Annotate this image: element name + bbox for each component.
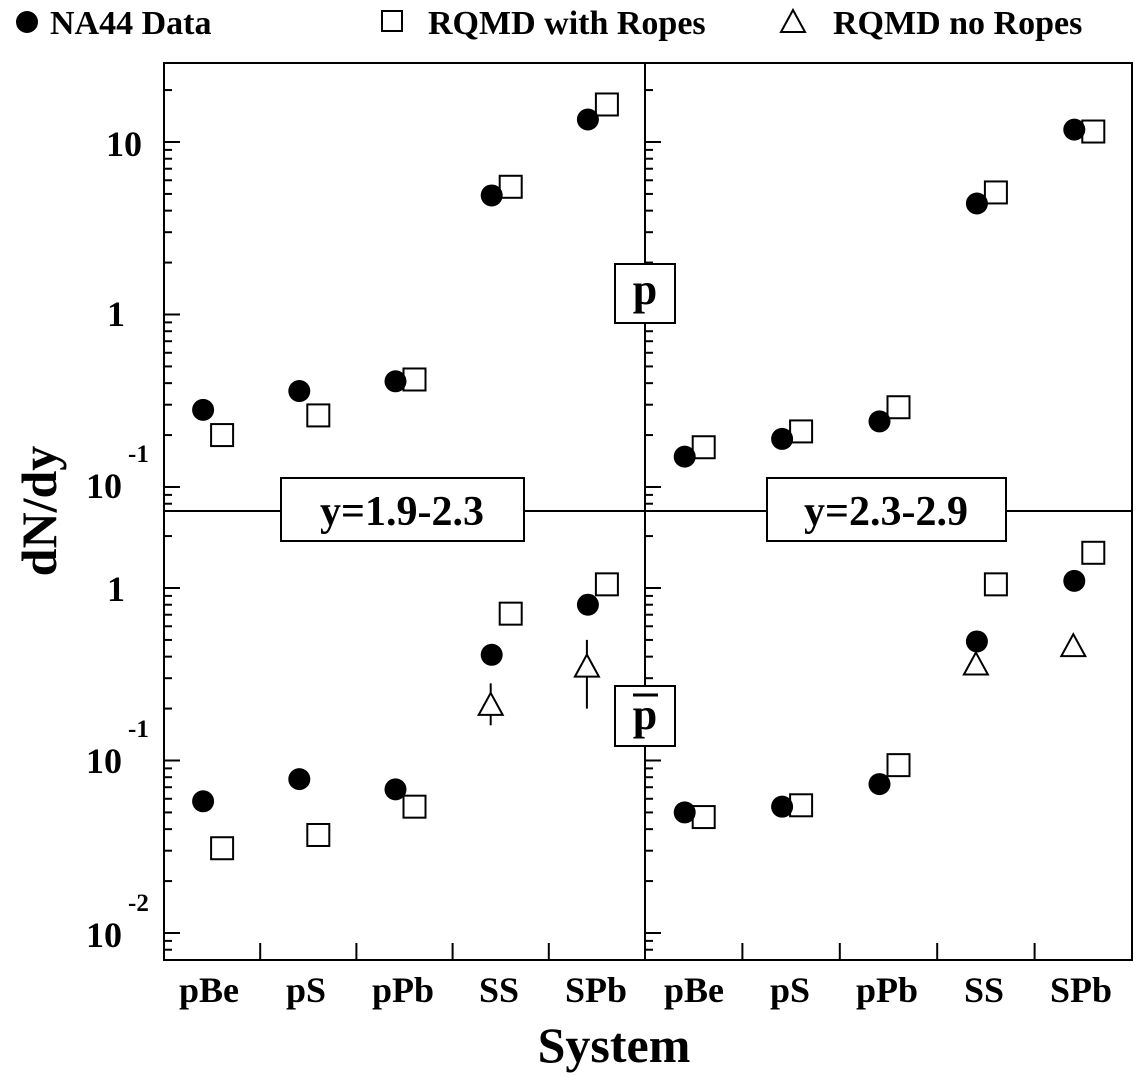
y-tick-exponent: -1 (128, 441, 149, 468)
rqmd-ropes-point (402, 794, 427, 819)
rqmd-ropes-point (498, 601, 523, 626)
rapidity-label-box-left (280, 477, 525, 542)
rqmd-no-ropes-point (477, 690, 505, 716)
na44-data-point (673, 445, 696, 468)
rqmd-ropes-point (789, 419, 814, 444)
na44-data-point (384, 370, 407, 393)
na44-data-point (868, 773, 891, 796)
na44-data-point (1063, 118, 1086, 141)
rqmd-ropes-point (691, 805, 716, 830)
na44-data-point (288, 768, 311, 791)
rqmd-ropes-point (594, 92, 619, 117)
x-tick-label: pBe (179, 970, 239, 1010)
rapidity-label-left: y=1.9-2.3 (320, 489, 484, 535)
x-tick-labels: pBe pS pPb SS SPb pBe pS pPb SS SPb (179, 970, 1112, 1010)
proton-label-box (614, 263, 676, 324)
rqmd-ropes-point (210, 836, 235, 861)
x-tick-label: pS (286, 970, 326, 1010)
na44-data-point (288, 380, 311, 403)
rqmd-ropes-point (1081, 119, 1106, 144)
na44-data-point (384, 778, 407, 801)
na44-data-point (192, 398, 215, 421)
antiproton-label: p (633, 690, 657, 739)
na44-data-point (1063, 569, 1086, 592)
rqmd-ropes-point (402, 367, 427, 392)
rapidity-label-right: y=2.3-2.9 (804, 489, 968, 535)
y-tick-label: 1 (107, 569, 125, 609)
na44-data-point (576, 593, 599, 616)
x-tick-label: pBe (664, 970, 724, 1010)
y-axis-title: dN/dy (11, 446, 67, 577)
rqmd-ropes-point (594, 572, 619, 597)
rqmd-no-ropes-point (573, 652, 601, 678)
x-tick-label: SPb (1050, 970, 1112, 1010)
y-tick-label: 10 (86, 466, 122, 506)
y-tick-label: 10 (86, 915, 122, 955)
x-tick-label: pPb (372, 970, 434, 1010)
na44-data-point (965, 630, 988, 653)
rqmd-ropes-point (691, 435, 716, 460)
y-tick-labels: 10 1 -1 10 1 -1 10 -2 10 (86, 124, 149, 955)
na44-data-point (480, 184, 503, 207)
na44-data-point (771, 427, 794, 450)
rapidity-label-box-right (766, 477, 1007, 542)
x-tick-label: pPb (856, 970, 918, 1010)
legend-label-rqmd-no-ropes: RQMD no Ropes (833, 5, 1082, 42)
rqmd-ropes-point (886, 753, 911, 778)
y-tick-label: 1 (107, 294, 125, 334)
rqmd-ropes-point (789, 793, 814, 818)
rqmd-ropes-point (306, 822, 331, 847)
rqmd-no-ropes-point (1059, 632, 1087, 658)
x-tick-label: SPb (565, 970, 627, 1010)
legend-label-rqmd-ropes: RQMD with Ropes (428, 5, 706, 42)
na44-data-point (771, 795, 794, 818)
rqmd-ropes-point (498, 174, 523, 199)
axis-ticks (164, 89, 1036, 960)
y-tick-label: 10 (86, 741, 122, 781)
rqmd-ropes-point (210, 423, 235, 448)
legend-marker-na44 (16, 11, 38, 33)
na44-data-point (965, 192, 988, 215)
x-tick-label: SS (964, 970, 1004, 1010)
rqmd-ropes-point (886, 395, 911, 420)
x-tick-label: pS (770, 970, 810, 1010)
y-tick-exponent: -2 (128, 890, 149, 917)
rqmd-ropes-point (1081, 540, 1106, 565)
legend-marker-rqmd-no-ropes (779, 7, 807, 33)
rqmd-no-ropes-point (962, 650, 990, 676)
y-tick-label: 10 (106, 124, 142, 164)
na44-data-point (868, 410, 891, 433)
rqmd-ropes-point (983, 180, 1008, 205)
x-axis-title: System (538, 1017, 691, 1073)
rqmd-ropes-point (983, 572, 1008, 597)
y-tick-exponent: -1 (128, 716, 149, 743)
na44-data-point (576, 108, 599, 131)
proton-label: p (633, 265, 657, 314)
rqmd-ropes-point (306, 403, 331, 428)
na44-data-point (480, 643, 503, 666)
legend: NA44 Data RQMD with Ropes RQMD no Ropes (16, 5, 1082, 42)
na44-data-point (192, 790, 215, 813)
na44-data-point (673, 801, 696, 824)
x-tick-label: SS (479, 970, 519, 1010)
data-marks (192, 92, 1106, 861)
legend-label-na44: NA44 Data (50, 5, 211, 42)
legend-marker-rqmd-ropes (381, 10, 403, 32)
